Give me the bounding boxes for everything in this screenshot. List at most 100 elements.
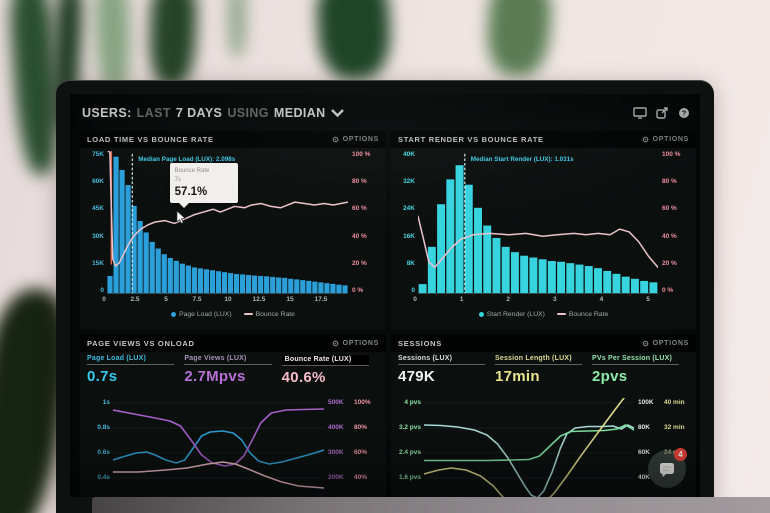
options-button[interactable]: OPTIONS (332, 340, 379, 347)
histogram-bar (336, 284, 342, 293)
histogram-plot[interactable] (107, 151, 348, 293)
axis-tick: 80 % (352, 178, 367, 186)
metric: Session Length (LUX) 17min (495, 355, 592, 396)
plot-area[interactable]: Median Start Render (LUX): 1.031s (418, 151, 658, 294)
histogram-bar (603, 270, 612, 293)
y-axis-left: 1s 0.8s 0.6s 0.4s (80, 398, 113, 497)
options-button[interactable]: OPTIONS (642, 136, 689, 143)
histogram-bar (282, 277, 288, 293)
hover-tooltip: Bounce Rate 7s 57.1% (169, 163, 238, 208)
histogram-bar (318, 282, 324, 293)
panel-sessions: SESSIONS OPTIONS Sessions (LUX) 479K Sessi… (391, 335, 696, 497)
axis-tick: 0.8s (97, 424, 110, 431)
axis-tick: 100 % (662, 151, 681, 158)
y-axis-left: 4 pvs 3.2 pvs 2.4 pvs 1.6 pvs (391, 398, 424, 497)
axis-tick: 0 (413, 296, 417, 303)
gear-icon (642, 136, 648, 143)
axis-tick: 17.5 (314, 296, 328, 303)
x-axis: 0 1 2 3 4 5 (413, 296, 662, 307)
plot-area[interactable]: Median Page Load (LUX): 2.098s Bounce Ra… (107, 151, 348, 294)
histogram-bar (455, 165, 464, 293)
histogram-bar (547, 261, 556, 293)
title-segment: 7 DAYS (175, 106, 223, 120)
legend-item[interactable]: Bounce Rate (243, 311, 295, 318)
histogram-bar (538, 259, 547, 293)
histogram-bar (529, 257, 538, 293)
dashboard-screen: USERS: LAST 7 DAYS USING MEDIAN ? LOAD T… (70, 94, 700, 497)
y-axis-right: 100 % 80 % 60 % 40 % 20 % 0 % (658, 151, 696, 294)
axis-tick: 3.2 pvs (398, 424, 421, 431)
histogram-bar (640, 280, 649, 293)
histogram-bar (143, 232, 149, 293)
axis-tick: 0.4s (97, 474, 110, 481)
axis-tick: 100K 40 min (638, 399, 685, 406)
histogram-bar (446, 179, 455, 293)
histogram-bar (584, 266, 593, 293)
histogram-bar (119, 169, 125, 293)
histogram-bar (161, 254, 167, 293)
axis-tick: 45K (92, 205, 104, 213)
plant-leaf (228, 0, 246, 58)
title-segment: USERS: (82, 106, 132, 120)
axis-tick: 12.5 (252, 296, 266, 303)
axis-tick: 100 % (352, 151, 371, 158)
histogram-bar (209, 270, 216, 293)
histogram-bar (483, 225, 492, 293)
axis-tick: 1.6 pvs (398, 474, 421, 481)
axis-tick: 4 (599, 296, 604, 303)
chart-legend: Start Render (LUX) Bounce Rate (391, 307, 696, 321)
share-icon[interactable] (656, 107, 669, 119)
chat-bubble-icon (660, 462, 674, 477)
histogram-plot[interactable] (418, 151, 658, 293)
axis-tick: 0 % (662, 286, 674, 294)
metric-value: 17min (495, 368, 540, 385)
line-plot[interactable] (113, 398, 324, 497)
y-axis-left: 40K 32K 24K 16K 8K 0 (391, 151, 418, 294)
histogram-bar (215, 271, 222, 293)
bounce-rate-line (108, 151, 348, 266)
plant-leaf (148, 0, 198, 89)
axis-tick: 0.6s (97, 449, 110, 456)
axis-tick: 15K (92, 259, 104, 267)
histogram-bar (233, 274, 240, 293)
titlebar-actions: ? (633, 107, 690, 119)
chat-button[interactable]: 4 (648, 448, 687, 488)
histogram-bar (125, 185, 131, 293)
histogram-bar (464, 184, 473, 293)
monitor-icon[interactable] (633, 107, 647, 119)
bounce-rate-line (418, 216, 658, 267)
metric: Bounce Rate (LUX) 40.6% (281, 355, 379, 396)
legend-item[interactable]: Start Render (LUX) (478, 311, 545, 318)
help-icon[interactable]: ? (678, 107, 690, 119)
axis-tick: 3 (552, 296, 557, 303)
line-plot[interactable] (424, 398, 634, 497)
axis-tick: 0 (100, 286, 104, 294)
panel-title: LOAD TIME VS BOUNCE RATE (87, 135, 214, 144)
plot-area[interactable] (424, 398, 634, 497)
histogram-bar (630, 278, 639, 293)
metric-value: 0.7s (87, 368, 118, 385)
legend-item[interactable]: Bounce Rate (556, 311, 608, 318)
series-line (113, 462, 324, 488)
histogram-bar (649, 282, 658, 293)
axis-tick: 1 (459, 296, 464, 303)
y-axis-right: 500K 100% 400K 80% 300K 60% 200K 40% (324, 398, 386, 497)
panel-title: PAGE VIEWS VS ONLOAD (87, 339, 195, 348)
plant-leaf (484, 0, 554, 79)
options-label: OPTIONS (342, 136, 379, 143)
options-button[interactable]: OPTIONS (332, 136, 379, 143)
x-axis: 0 2.5 5 7.5 10 12.5 15 17.5 (102, 296, 352, 307)
legend-line-icon (556, 313, 566, 315)
tooltip-value: 57.1% (174, 186, 208, 198)
axis-tick: 20 % (662, 259, 677, 267)
plot-area[interactable] (113, 398, 324, 497)
median-dropdown[interactable]: USERS: LAST 7 DAYS USING MEDIAN (82, 106, 344, 120)
title-segment: MEDIAN (273, 106, 326, 120)
options-label: OPTIONS (342, 340, 379, 347)
legend-item[interactable]: Page Load (LUX) (171, 311, 232, 318)
options-button[interactable]: OPTIONS (642, 340, 689, 347)
plant-leaf (94, 0, 132, 93)
metric-label: Page Load (LUX) (87, 355, 175, 365)
metrics-row: Page Load (LUX) 0.7s Page Views (LUX) 2.7Mp… (80, 352, 386, 396)
histogram-bar (621, 276, 630, 293)
